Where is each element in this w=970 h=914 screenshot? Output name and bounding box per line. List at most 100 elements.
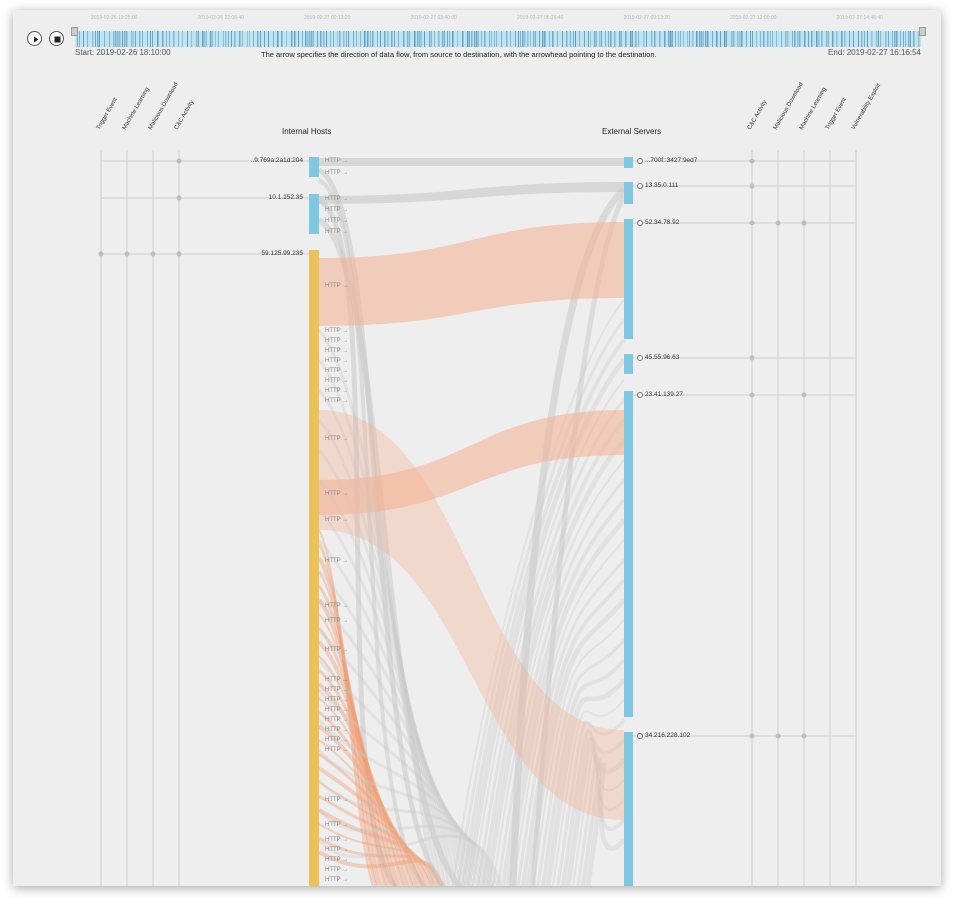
timeline-strip[interactable] <box>75 31 921 47</box>
flow-line[interactable] <box>581 757 626 886</box>
flow-line[interactable] <box>317 448 451 886</box>
flow-line[interactable] <box>585 762 626 886</box>
timeline-event-mark <box>828 31 829 47</box>
external-server-bar[interactable] <box>624 732 633 886</box>
external-server-bar[interactable] <box>624 354 633 374</box>
timeline-tick-label: 2019-02-27 14:46:40 <box>836 15 883 21</box>
flow-line[interactable] <box>317 358 439 886</box>
timeline-event-mark <box>552 31 554 47</box>
flow-line[interactable] <box>318 697 410 886</box>
timeline-event-mark <box>215 31 216 47</box>
flow-line[interactable] <box>516 559 626 886</box>
flow-line[interactable] <box>317 418 447 886</box>
flow-line[interactable] <box>317 766 426 886</box>
flow-line[interactable] <box>317 508 459 886</box>
external-server-bar[interactable] <box>624 182 633 204</box>
flow-line[interactable] <box>318 823 437 886</box>
stop-button[interactable] <box>49 31 64 46</box>
flow-line[interactable] <box>552 699 625 886</box>
flow-line[interactable] <box>317 688 483 886</box>
flow-line[interactable] <box>565 736 626 886</box>
flow-line[interactable] <box>317 808 435 886</box>
flow-line[interactable] <box>317 328 435 886</box>
internal-host-bar[interactable] <box>309 157 319 177</box>
flow-line[interactable] <box>317 628 475 886</box>
flow-line[interactable] <box>512 539 625 886</box>
flow-line[interactable] <box>317 556 381 886</box>
flow-line[interactable] <box>317 658 479 886</box>
flow-line[interactable] <box>317 585 387 886</box>
timeline-event-mark <box>356 31 357 47</box>
flow-line[interactable] <box>541 658 626 886</box>
flow-line[interactable] <box>317 538 463 886</box>
flow-line[interactable] <box>318 850 444 886</box>
flow-line[interactable] <box>317 724 417 886</box>
flow-line[interactable] <box>536 639 626 886</box>
timeline-event-mark <box>910 31 911 47</box>
timeline-event-mark <box>218 31 219 47</box>
flow-line[interactable] <box>521 578 626 886</box>
flow-ribbons <box>317 158 627 886</box>
flow-line[interactable] <box>318 781 428 886</box>
flow-line[interactable] <box>318 529 374 886</box>
flow-line[interactable] <box>318 710 414 886</box>
flow-line[interactable] <box>317 834 503 886</box>
flow-line[interactable] <box>317 598 390 886</box>
flow-line[interactable] <box>317 640 399 886</box>
flow-line[interactable] <box>317 718 487 886</box>
internal-host-bar[interactable] <box>309 250 319 886</box>
flow-line[interactable] <box>318 752 423 886</box>
flow-line[interactable] <box>318 794 432 886</box>
flow-line[interactable] <box>505 518 626 886</box>
timeline-event-mark <box>372 31 374 47</box>
timeline-event-mark <box>596 31 597 47</box>
flow-line[interactable] <box>318 571 383 886</box>
external-server-bar[interactable] <box>624 157 633 168</box>
flow-line[interactable] <box>318 655 401 886</box>
flow-ribbon[interactable] <box>319 182 624 204</box>
external-server-bar[interactable] <box>624 219 633 339</box>
flow-line[interactable] <box>317 478 455 886</box>
flow-line[interactable] <box>317 167 493 886</box>
flow-line[interactable] <box>556 719 626 886</box>
server-category-marker <box>775 733 781 739</box>
internal-host-bar[interactable] <box>309 194 319 234</box>
flow-line[interactable] <box>318 739 419 886</box>
timeline-event-mark <box>150 31 151 47</box>
flow-line[interactable] <box>561 729 626 886</box>
flow-ribbon[interactable] <box>319 158 624 166</box>
flow-line[interactable] <box>452 299 625 886</box>
external-server-bar[interactable] <box>624 391 633 717</box>
flow-line[interactable] <box>318 836 441 886</box>
flow-line[interactable] <box>317 808 499 886</box>
flow-line[interactable] <box>492 459 625 886</box>
timeline-event-mark <box>579 31 580 47</box>
timeline-event-mark <box>431 31 432 47</box>
flow-line[interactable] <box>317 543 378 886</box>
flow-line[interactable] <box>485 438 626 886</box>
flow-line[interactable] <box>317 178 473 886</box>
flow-line[interactable] <box>317 626 396 886</box>
flow-line[interactable] <box>318 613 392 886</box>
timeline-event-mark <box>737 31 739 47</box>
flow-line[interactable] <box>545 678 626 886</box>
flow-line[interactable] <box>532 619 625 886</box>
flow-line[interactable] <box>317 598 471 886</box>
flow-line[interactable] <box>317 748 491 886</box>
flow-ribbon[interactable] <box>319 222 624 326</box>
flow-line[interactable] <box>317 682 408 886</box>
timeline-event-mark <box>273 31 274 47</box>
flow-line[interactable] <box>317 668 405 886</box>
flow-line[interactable] <box>465 358 626 886</box>
flow-line[interactable] <box>576 751 626 886</box>
timeline-handle-end[interactable] <box>919 27 926 36</box>
flow-ribbon[interactable] <box>319 410 624 515</box>
flow-line[interactable] <box>317 388 443 886</box>
timeline-handle-start[interactable] <box>71 27 78 36</box>
flow-protocol-label: HTTP → <box>325 847 349 853</box>
flow-ribbon[interactable] <box>319 410 624 820</box>
play-button[interactable] <box>27 31 42 46</box>
flow-line[interactable] <box>317 568 467 886</box>
flow-line[interactable] <box>317 778 495 886</box>
flow-line[interactable] <box>572 745 625 886</box>
